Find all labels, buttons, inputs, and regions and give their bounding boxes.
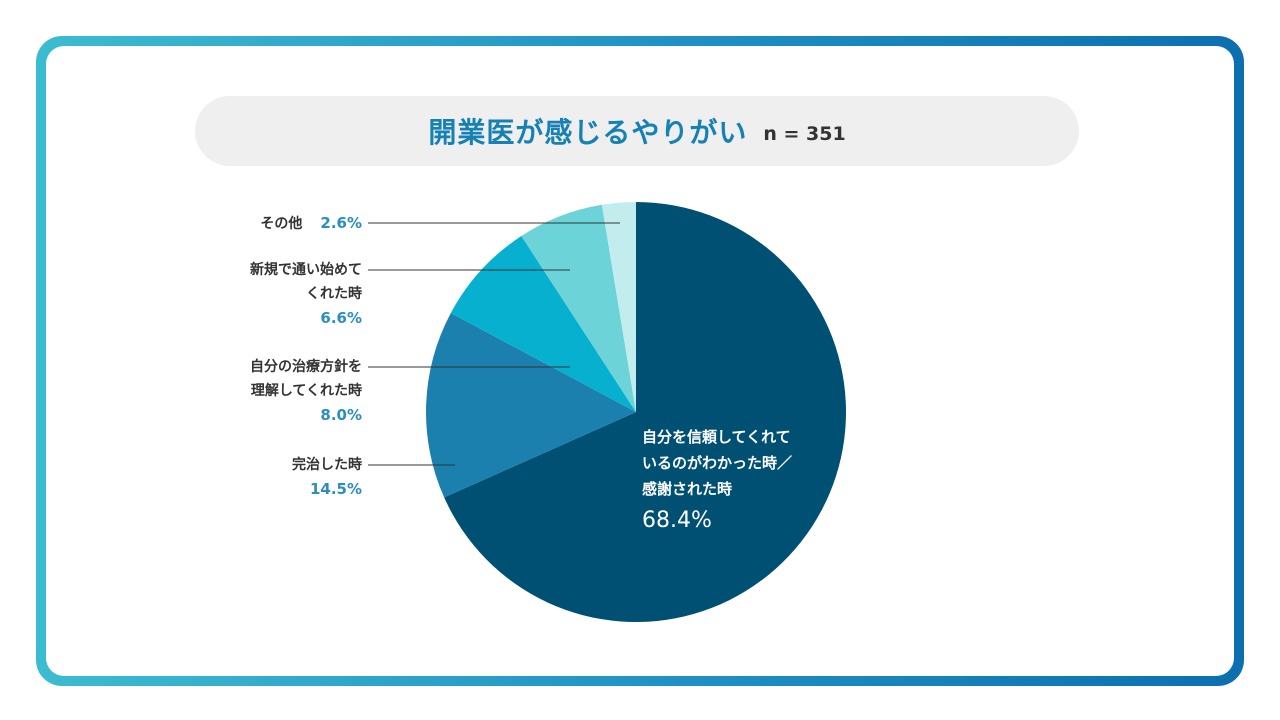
chart-title: 開業医が感じるやりがい [428, 116, 748, 149]
label-trust: 自分を信頼してくれて いるのがわかった時／ 感謝された時 68.4% [642, 424, 792, 534]
label-trust-line2: いるのがわかった時／ [642, 454, 793, 472]
label-new-patient-line1: 新規で通い始めて [250, 262, 362, 278]
label-trust-percent: 68.4% [642, 508, 712, 533]
slice-policy [450, 236, 636, 412]
label-other-text: その他 [260, 216, 303, 232]
slice-new-patient [521, 204, 636, 412]
slice-other [601, 202, 636, 412]
label-new-patient-line2: くれた時 [306, 286, 362, 302]
label-cured-line1: 完治した時 [292, 457, 362, 473]
label-new-patient-percent: 6.6% [320, 309, 362, 327]
label-trust-line3: 感謝された時 [642, 480, 733, 498]
label-policy-line2: 理解してくれた時 [250, 383, 362, 399]
title-banner: 開業医が感じるやりがい n = 351 [195, 96, 1079, 166]
label-policy: 自分の治療方針を 理解してくれた時 8.0% [250, 355, 362, 427]
label-other: その他 2.6% [260, 211, 362, 236]
label-cured: 完治した時 14.5% [292, 453, 362, 501]
slice-trust [444, 202, 847, 622]
sample-size: n = 351 [763, 123, 846, 145]
label-policy-percent: 8.0% [320, 406, 362, 424]
label-policy-line1: 自分の治療方針を [250, 359, 362, 375]
label-cured-percent: 14.5% [309, 480, 362, 498]
slice-cured [426, 312, 636, 498]
label-trust-line1: 自分を信頼してくれて [642, 428, 791, 446]
label-other-percent: 2.6% [320, 214, 362, 232]
label-new-patient: 新規で通い始めて くれた時 6.6% [250, 258, 362, 330]
